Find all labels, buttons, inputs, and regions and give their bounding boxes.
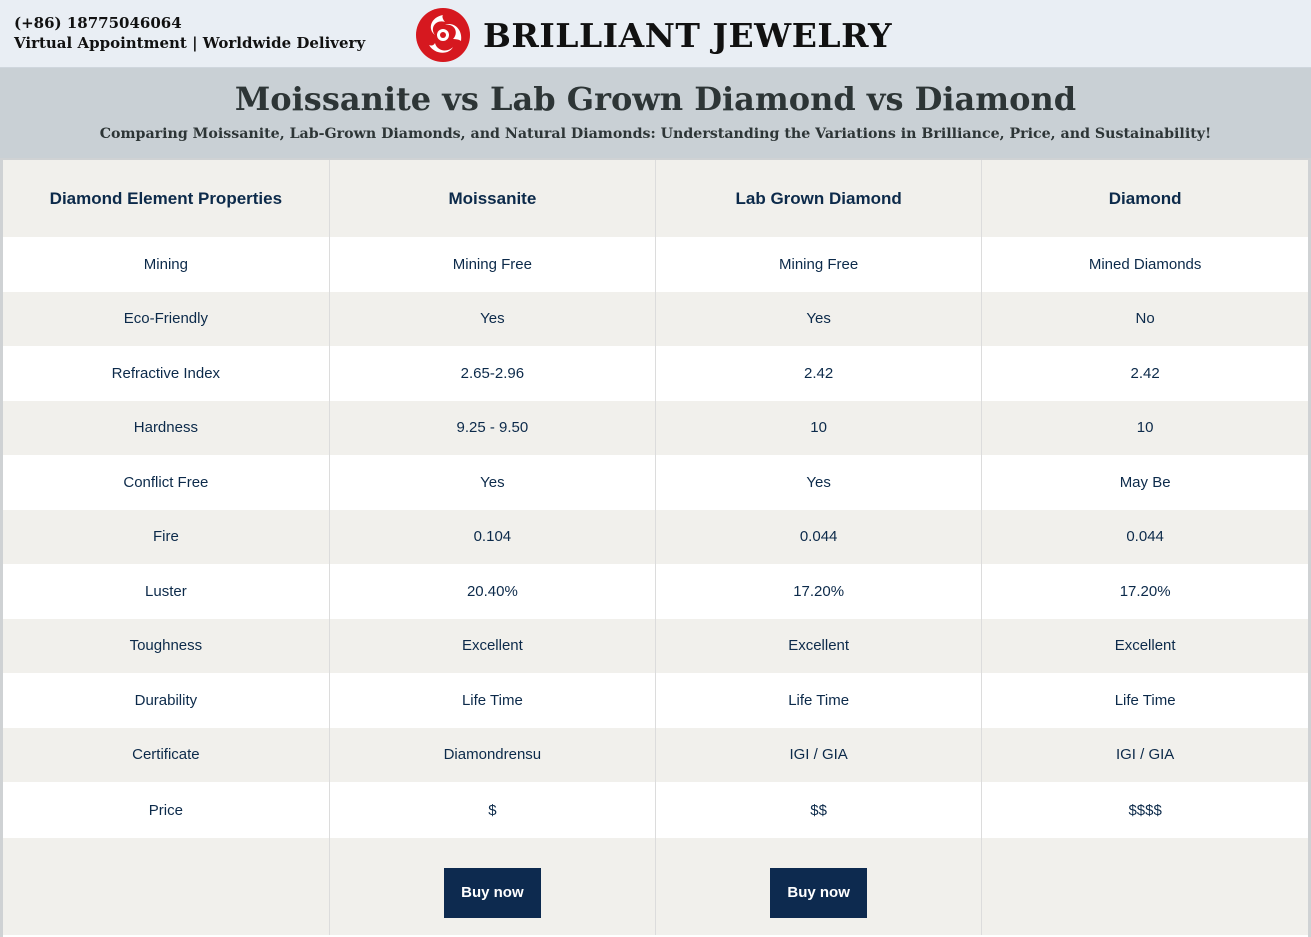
- empty-cell: [3, 838, 330, 935]
- row-label: Luster: [3, 564, 330, 619]
- page-subtitle: Comparing Moissanite, Lab-Grown Diamonds…: [99, 126, 1212, 142]
- table-cell: 17.20%: [1119, 582, 1171, 600]
- table-row: Fire 0.104 0.044 0.044: [3, 509, 1308, 564]
- table-cell: $$$$: [1128, 801, 1162, 819]
- table-cell: Yes: [655, 291, 983, 346]
- table-row: Refractive Index 2.65-2.96 2.42 2.42: [3, 346, 1308, 401]
- row-label: Durability: [3, 673, 330, 728]
- table-cell: Yes: [655, 455, 983, 510]
- table-cell: No: [981, 291, 1308, 346]
- table-cell: Mining Free: [329, 237, 657, 292]
- header-lab-grown-diamond: Lab Grown Diamond: [655, 160, 983, 237]
- table-row: Luster 20.40% 17.20% 17.20%: [3, 564, 1308, 619]
- table-cell: Yes: [329, 291, 657, 346]
- table-cell: 2.42: [655, 346, 983, 401]
- table-cell: 10: [981, 400, 1308, 455]
- buy-moissanite-button[interactable]: Buy now: [443, 868, 541, 918]
- table-cell: IGI / GIA: [655, 727, 983, 782]
- row-label: Toughness: [3, 618, 330, 673]
- top-bar: (+86) 18775046064 Virtual Appointment | …: [0, 0, 1311, 68]
- brand-name: BRILLIANT JEWELRY: [483, 15, 893, 55]
- table-row-price: Price $ $$ $$$$: [3, 782, 1308, 838]
- table-row: Durability Life Time Life Time Life Time: [3, 673, 1308, 728]
- table-row: Certificate Diamondrensu IGI / GIA IGI /…: [3, 727, 1308, 782]
- table-cell: Diamondrensu: [329, 727, 657, 782]
- tagline: Virtual Appointment | Worldwide Delivery: [14, 34, 366, 52]
- row-label: Conflict Free: [3, 455, 330, 510]
- table-row-actions: Buy now Buy now: [3, 838, 1308, 935]
- contact-info: (+86) 18775046064 Virtual Appointment | …: [14, 13, 365, 53]
- row-label: Eco-Friendly: [3, 291, 330, 346]
- action-cell: Buy now: [329, 838, 657, 935]
- header-moissanite: Moissanite: [329, 160, 657, 237]
- table-cell: Life Time: [1114, 691, 1176, 709]
- table-cell: 0.044: [655, 509, 983, 564]
- brand-logo-icon: [416, 8, 470, 62]
- table-row: Toughness Excellent Excellent Excellent: [3, 618, 1308, 673]
- table-cell: Life Time: [655, 673, 983, 728]
- header-properties: Diamond Element Properties: [3, 160, 330, 237]
- row-label: Mining: [3, 237, 330, 292]
- table-cell: 0.104: [329, 509, 657, 564]
- table-cell: 17.20%: [655, 564, 983, 619]
- table-cell: Excellent: [981, 618, 1308, 673]
- table-cell: $$: [655, 782, 983, 838]
- table-cell: Mining Free: [655, 237, 983, 292]
- action-cell: Buy now: [655, 838, 983, 935]
- table-cell: 0.044: [981, 509, 1308, 564]
- row-label: Price: [3, 782, 330, 838]
- hero-banner: Moissanite vs Lab Grown Diamond vs Diamo…: [0, 68, 1311, 158]
- table-row: Mining Mining Free Mining Free Mined Dia…: [3, 237, 1308, 292]
- table-cell: 9.25 - 9.50: [329, 400, 657, 455]
- table-cell: $: [329, 782, 657, 838]
- row-label: Fire: [3, 509, 330, 564]
- table-cell: Life Time: [329, 673, 657, 728]
- table-cell: Excellent: [655, 618, 983, 673]
- phone-number[interactable]: (+86) 18775046064: [14, 14, 182, 32]
- table-cell: Mined Diamonds: [1088, 255, 1202, 273]
- page-title: Moissanite vs Lab Grown Diamond vs Diamo…: [234, 80, 1077, 118]
- row-label: Hardness: [3, 400, 330, 455]
- table-header-row: Diamond Element Properties Moissanite La…: [3, 160, 1308, 237]
- table-cell: IGI / GIA: [981, 727, 1308, 782]
- empty-cell: [981, 838, 1308, 935]
- table-cell: 2.42: [1130, 364, 1160, 382]
- table-cell: Yes: [329, 455, 657, 510]
- table-row: Hardness 9.25 - 9.50 10 10: [3, 400, 1308, 455]
- table-cell: 20.40%: [329, 564, 657, 619]
- table-row: Eco-Friendly Yes Yes No: [3, 291, 1308, 346]
- comparison-table: Diamond Element Properties Moissanite La…: [0, 158, 1311, 937]
- table-cell: Excellent: [329, 618, 657, 673]
- header-diamond: Diamond: [981, 160, 1308, 237]
- brand[interactable]: BRILLIANT JEWELRY: [415, 7, 892, 63]
- table-row: Conflict Free Yes Yes May Be: [3, 455, 1308, 510]
- table-cell: 10: [655, 400, 983, 455]
- row-label: Refractive Index: [3, 346, 330, 401]
- table-cell: May Be: [1119, 473, 1171, 491]
- buy-lab-grown-diamond-button[interactable]: Buy now: [770, 868, 868, 918]
- row-label: Certificate: [3, 727, 330, 782]
- table-cell: 2.65-2.96: [329, 346, 657, 401]
